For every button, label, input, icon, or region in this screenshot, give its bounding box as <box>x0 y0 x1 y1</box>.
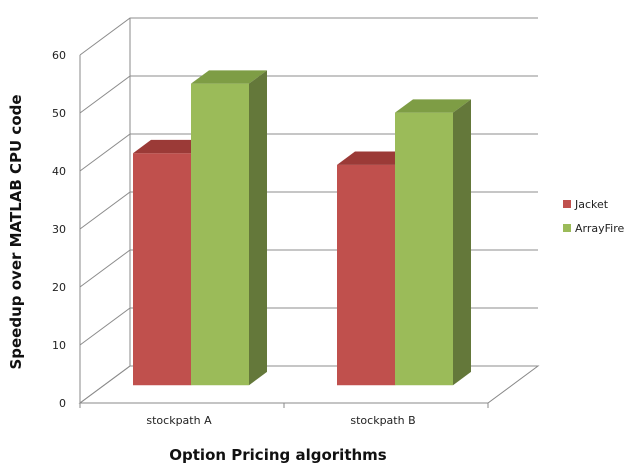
bar-top <box>337 151 413 165</box>
bar-front <box>337 164 395 386</box>
bar-top <box>395 99 471 113</box>
y-tick-label: 50 <box>52 107 66 120</box>
legend-swatch-arrayfire <box>563 224 571 232</box>
bar-front <box>395 112 453 386</box>
y-tick-label: 60 <box>52 49 66 62</box>
legend: Jacket ArrayFire <box>563 198 624 235</box>
gridline <box>79 17 538 56</box>
y-axis-title: Speedup over MATLAB CPU code <box>7 94 25 369</box>
y-tick-label: 30 <box>52 223 66 236</box>
y-tick-label: 10 <box>52 339 66 352</box>
y-axis-ticks: 0 10 20 30 40 50 60 <box>52 49 66 410</box>
bar-side <box>249 70 267 386</box>
gridline <box>79 75 538 114</box>
bar-front <box>191 83 249 386</box>
x-axis-title: Option Pricing algorithms <box>169 446 387 464</box>
y-tick-label: 20 <box>52 281 66 294</box>
y-tick-label: 40 <box>52 165 66 178</box>
bar-arrayfire-1 <box>191 70 267 386</box>
bar-side <box>453 99 471 386</box>
x-tick-label: stockpath B <box>350 414 415 427</box>
legend-label-arrayfire: ArrayFire <box>575 222 624 235</box>
bar-top <box>191 70 267 84</box>
legend-label-jacket: Jacket <box>574 198 609 211</box>
bar-top <box>133 139 209 154</box>
bars <box>133 70 471 386</box>
x-tick-label: stockpath A <box>146 414 212 427</box>
bar-front <box>133 153 191 386</box>
bar-arrayfire-2 <box>395 99 471 386</box>
y-tick-label: 0 <box>59 397 66 410</box>
x-axis-categories: stockpath A stockpath B <box>146 414 415 427</box>
legend-swatch-jacket <box>563 200 571 208</box>
